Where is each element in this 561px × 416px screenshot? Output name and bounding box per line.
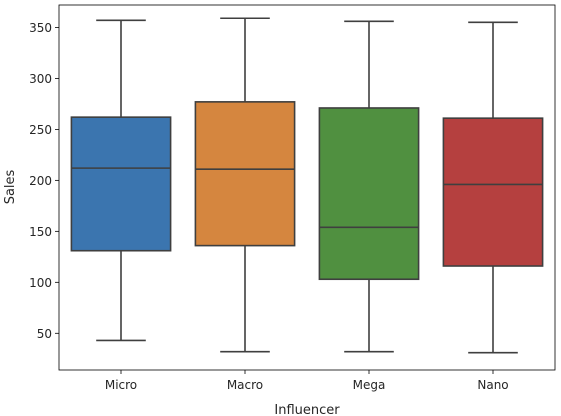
plot-frame [58,4,556,371]
y-axis-label: Sales [3,169,18,204]
x-axis-label: Influencer [274,403,340,416]
box-series [70,17,544,354]
iqr-box [442,117,544,267]
y-tick-label: 200 [29,174,52,188]
iqr-box [318,107,420,281]
box-macro [194,17,296,353]
y-axis: 50 100 150 200 250 300 350 [29,21,59,341]
box-nano [442,21,544,354]
iqr-box [70,116,172,252]
y-tick-label: 350 [29,21,52,35]
x-axis: Micro Macro Mega Nano [105,370,509,392]
x-tick-label: Macro [227,378,263,392]
y-tick-label: 250 [29,123,52,137]
x-tick-label: Mega [353,378,386,392]
x-tick-label: Nano [477,378,508,392]
x-tick-label: Micro [105,378,137,392]
box-mega [318,20,420,353]
y-tick-label: 150 [29,225,52,239]
y-tick-label: 50 [37,327,52,341]
y-tick-label: 100 [29,276,52,290]
box-micro [70,19,172,342]
iqr-box [194,101,296,247]
y-tick-label: 300 [29,72,52,86]
